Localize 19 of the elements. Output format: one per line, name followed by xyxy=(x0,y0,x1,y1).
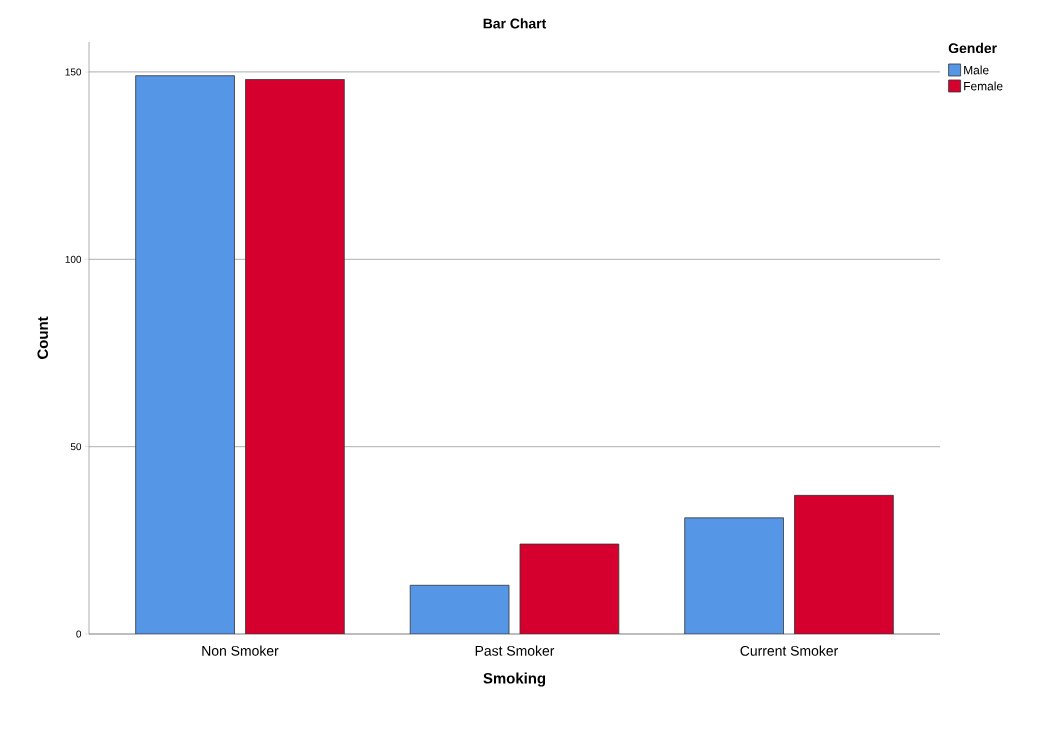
bar xyxy=(135,75,235,634)
x-tick-label: Non Smoker xyxy=(202,645,279,656)
bar xyxy=(684,517,784,634)
x-tick-label: Past Smoker xyxy=(475,645,555,656)
legend-label: Female xyxy=(964,81,1003,91)
y-tick-label: 100 xyxy=(65,255,82,263)
bar xyxy=(409,584,510,634)
bar xyxy=(519,543,620,634)
legend-title: Gender xyxy=(948,42,997,54)
y-axis-title: Count xyxy=(37,316,49,359)
chart-title: Bar Chart xyxy=(483,18,547,29)
x-axis-title: Smoking xyxy=(483,672,546,687)
y-tick-label: 50 xyxy=(70,443,82,451)
y-tick-label: 150 xyxy=(65,68,82,76)
x-tick-label: Current Smoker xyxy=(740,645,838,656)
bar xyxy=(794,494,894,634)
y-tick-label: 0 xyxy=(76,630,82,638)
bar xyxy=(245,79,345,634)
legend-label: Male xyxy=(964,65,989,75)
